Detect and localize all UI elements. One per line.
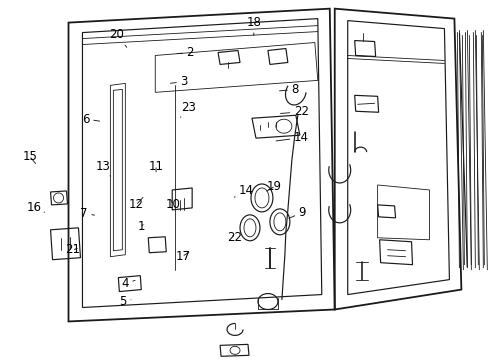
Text: 3: 3: [171, 75, 188, 88]
Text: 21: 21: [66, 243, 80, 256]
Text: 5: 5: [120, 296, 131, 309]
Text: 11: 11: [148, 160, 164, 173]
Text: 10: 10: [166, 198, 181, 211]
Text: 9: 9: [289, 206, 306, 219]
Text: 22: 22: [280, 105, 309, 118]
Text: 6: 6: [82, 113, 99, 126]
Text: 18: 18: [246, 16, 261, 36]
Text: 14: 14: [276, 131, 309, 144]
FancyArrowPatch shape: [460, 33, 467, 267]
Text: 23: 23: [180, 101, 196, 117]
Text: 22: 22: [227, 231, 242, 244]
Text: 2: 2: [177, 46, 194, 59]
Text: 14: 14: [234, 184, 254, 197]
Text: 12: 12: [129, 197, 144, 211]
Text: 20: 20: [110, 28, 127, 47]
Text: 15: 15: [23, 150, 37, 163]
Text: 17: 17: [175, 249, 190, 262]
Text: 19: 19: [267, 180, 282, 193]
Text: 8: 8: [279, 83, 299, 96]
Text: 13: 13: [96, 160, 111, 176]
Text: 16: 16: [26, 202, 45, 215]
Text: 1: 1: [138, 220, 145, 233]
Text: 7: 7: [80, 207, 95, 220]
Text: 4: 4: [121, 277, 135, 290]
